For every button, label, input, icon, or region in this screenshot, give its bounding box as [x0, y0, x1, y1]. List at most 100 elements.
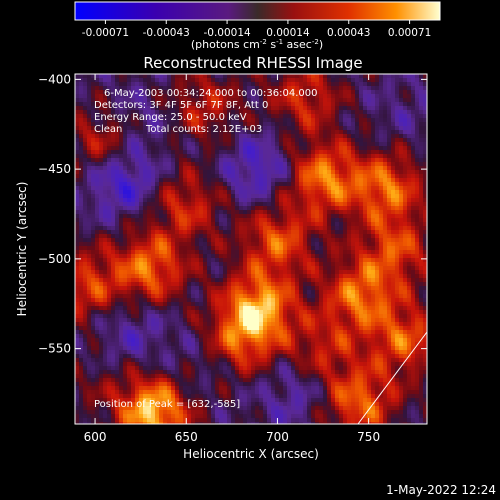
heatmap-cell: [127, 106, 132, 111]
heatmap-cell: [291, 230, 296, 235]
heatmap-cell: [299, 130, 304, 135]
heatmap-cell: [175, 130, 180, 135]
heatmap-cell: [395, 154, 400, 159]
heatmap-cell: [127, 202, 132, 207]
heatmap-cell: [411, 234, 416, 239]
heatmap-cell: [363, 106, 368, 111]
heatmap-cell: [107, 90, 112, 95]
heatmap-cell: [239, 74, 244, 79]
heatmap-cell: [243, 226, 248, 231]
heatmap-cell: [143, 246, 148, 251]
heatmap-cell: [351, 174, 356, 179]
heatmap-cell: [371, 274, 376, 279]
heatmap-cell: [347, 246, 352, 251]
heatmap-cell: [215, 122, 220, 127]
heatmap-cell: [159, 118, 164, 123]
heatmap-cell: [227, 278, 232, 283]
heatmap-cell: [275, 214, 280, 219]
heatmap-cell: [339, 206, 344, 211]
heatmap-cell: [303, 118, 308, 123]
heatmap-cell: [395, 174, 400, 179]
heatmap-cell: [147, 238, 152, 243]
heatmap-cell: [267, 222, 272, 227]
heatmap-cell: [147, 242, 152, 247]
heatmap-cell: [127, 130, 132, 135]
heatmap-cell: [163, 290, 168, 295]
heatmap-cell: [251, 250, 256, 255]
heatmap-cell: [75, 182, 80, 187]
heatmap-cell: [131, 270, 136, 275]
heatmap-cell: [239, 270, 244, 275]
heatmap-cell: [211, 182, 216, 187]
heatmap-cell: [227, 142, 232, 147]
heatmap-cell: [411, 102, 416, 107]
heatmap-cell: [387, 118, 392, 123]
heatmap-cell: [259, 274, 264, 279]
heatmap-cell: [331, 270, 336, 275]
heatmap-cell: [179, 266, 184, 271]
heatmap-cell: [335, 114, 340, 119]
heatmap-cell: [199, 246, 204, 251]
heatmap-cell: [227, 182, 232, 187]
heatmap-cell: [423, 198, 427, 203]
heatmap-cell: [303, 194, 308, 199]
heatmap-cell: [95, 94, 100, 99]
heatmap-cell: [163, 130, 168, 135]
heatmap-cell: [215, 150, 220, 155]
heatmap-cell: [127, 94, 132, 99]
heatmap-cell: [323, 106, 328, 111]
heatmap-cell: [183, 162, 188, 167]
heatmap-cell: [159, 166, 164, 171]
heatmap-cell: [191, 198, 196, 203]
heatmap-cell: [187, 222, 192, 227]
heatmap-cell: [311, 226, 316, 231]
heatmap-cell: [411, 126, 416, 131]
heatmap-cell: [319, 134, 324, 139]
heatmap-cell: [231, 286, 236, 291]
heatmap-cell: [155, 122, 160, 127]
heatmap-cell: [271, 202, 276, 207]
heatmap-cell: [211, 106, 216, 111]
heatmap-cell: [355, 122, 360, 127]
heatmap-cell: [103, 190, 108, 195]
heatmap-cell: [423, 210, 427, 215]
heatmap-cell: [287, 210, 292, 215]
heatmap-cell: [311, 218, 316, 223]
heatmap-cell: [251, 262, 256, 267]
heatmap-cell: [187, 86, 192, 91]
heatmap-cell: [303, 270, 308, 275]
heatmap-cell: [371, 286, 376, 291]
heatmap-cell: [287, 90, 292, 95]
heatmap-cell: [179, 98, 184, 103]
heatmap-cell: [347, 230, 352, 235]
heatmap-cell: [359, 150, 364, 155]
heatmap-cell: [99, 166, 104, 171]
heatmap-cell: [227, 230, 232, 235]
heatmap-cell: [95, 122, 100, 127]
heatmap-cell: [179, 86, 184, 91]
heatmap-cell: [319, 262, 324, 267]
heatmap-cell: [135, 154, 140, 159]
heatmap-cell: [103, 90, 108, 95]
heatmap-cell: [263, 198, 268, 203]
heatmap-cell: [411, 98, 416, 103]
heatmap-cell: [83, 170, 88, 175]
heatmap-cell: [167, 86, 172, 91]
heatmap-cell: [191, 150, 196, 155]
heatmap-cell: [171, 226, 176, 231]
heatmap-cell: [295, 82, 300, 87]
heatmap-cell: [183, 254, 188, 259]
heatmap-cell: [95, 102, 100, 107]
heatmap-cell: [247, 98, 252, 103]
heatmap-cell: [359, 134, 364, 139]
heatmap-cell: [287, 230, 292, 235]
heatmap-cell: [307, 142, 312, 147]
heatmap-cell: [75, 178, 80, 183]
heatmap-cell: [291, 282, 296, 287]
heatmap-cell: [159, 266, 164, 271]
heatmap-cell: [247, 262, 252, 267]
heatmap-cell: [319, 250, 324, 255]
heatmap-cell: [119, 74, 124, 79]
heatmap-cell: [359, 234, 364, 239]
heatmap-cell: [375, 134, 380, 139]
